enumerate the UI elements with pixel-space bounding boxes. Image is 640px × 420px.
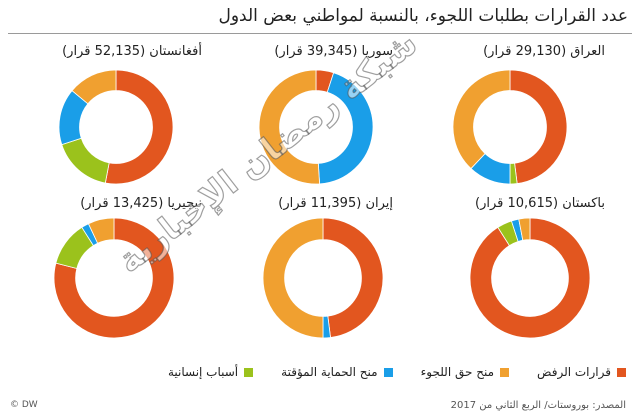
legend-swatch-humanitarian <box>244 367 254 377</box>
chart-label-iraq: العراق (29,130 قرار) <box>483 44 605 59</box>
donut-chart-afghanistan <box>58 69 174 185</box>
donut-slice-afghanistan-humanitarian <box>61 137 110 184</box>
chart-label-nigeria: نيجيريا (13,425 قرار) <box>80 196 202 211</box>
legend: قرارات الرفض منح حق اللجوء منح الحماية ا… <box>140 365 626 379</box>
donut-chart-pakistan <box>469 217 591 339</box>
chart-label-pakistan: باكستان (10,615 قرار) <box>475 196 605 211</box>
donut-slice-syria-temporary-protection <box>317 72 374 185</box>
donut-slice-iraq-refugee-status <box>452 69 511 170</box>
donut-slice-iran-refugee-status <box>262 217 324 339</box>
donut-slice-nigeria-refusal <box>53 217 175 339</box>
donut-chart-iran <box>262 217 384 339</box>
page-title: عدد القرارات بطلبات اللجوء، بالنسبة لموا… <box>218 6 628 26</box>
donut-slice-iran-refusal <box>322 217 384 338</box>
legend-item-temporary-protection: منح الحماية المؤقتة <box>281 365 393 379</box>
title-divider <box>8 33 632 34</box>
legend-item-humanitarian: أسباب إنسانية <box>167 365 254 379</box>
donut-slice-nigeria-refugee-status <box>87 217 115 244</box>
donut-slice-syria-refugee-status <box>258 69 321 185</box>
source-note: المصدر: بوروستات/ الربع الثاني من 2017 <box>450 400 626 411</box>
donut-chart-syria <box>258 69 374 185</box>
chart-label-iran: إيران (11,395 قرار) <box>278 196 393 211</box>
legend-label-refugee-status: منح حق اللجوء <box>420 365 495 379</box>
dw-logo: © DW <box>10 400 38 410</box>
donut-slice-pakistan-refugee-status <box>518 217 531 241</box>
legend-swatch-refugee-status <box>500 367 510 377</box>
donut-slice-iraq-refusal <box>509 69 568 184</box>
legend-item-refugee-status: منح حق اللجوء <box>420 365 510 379</box>
donut-slice-afghanistan-refugee-status <box>71 69 117 105</box>
chart-label-syria: سوريا (39,345 قرار) <box>274 44 393 59</box>
donut-slice-afghanistan-refusal <box>104 69 174 185</box>
legend-label-temporary-protection: منح الحماية المؤقتة <box>281 365 378 379</box>
legend-label-humanitarian: أسباب إنسانية <box>167 365 239 379</box>
legend-item-refusal: قرارات الرفض <box>537 365 626 379</box>
legend-swatch-temporary-protection <box>383 367 393 377</box>
legend-label-refusal: قرارات الرفض <box>537 365 611 379</box>
legend-swatch-refusal <box>617 367 626 377</box>
donut-slice-pakistan-refusal <box>469 217 591 339</box>
donut-chart-iraq <box>452 69 568 185</box>
chart-label-afghanistan: أفغانستان (52,135 قرار) <box>62 44 202 59</box>
donut-chart-nigeria <box>53 217 175 339</box>
